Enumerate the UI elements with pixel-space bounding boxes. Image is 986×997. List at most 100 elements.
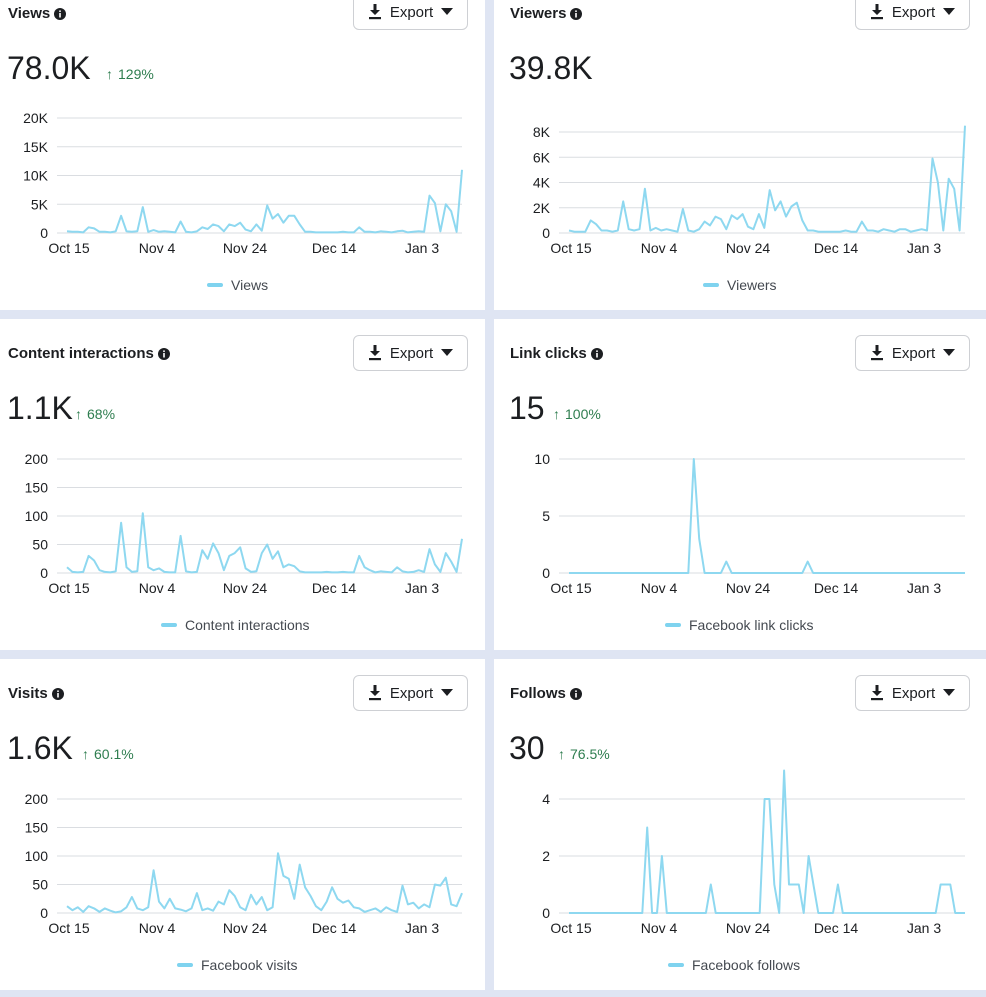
x-tick-label: Dec 14 [312,920,357,936]
y-tick-label: 5 [542,508,550,524]
chart-legend: Content interactions [161,617,310,633]
export-button[interactable]: Export [855,675,970,711]
y-tick-label: 100 [25,848,49,864]
chart-legend: Views [207,277,268,293]
x-tick-label: Nov 4 [641,240,678,256]
info-icon[interactable] [51,687,64,700]
y-tick-label: 0 [542,905,550,921]
metric-delta: ↑ 100% [553,406,601,422]
y-tick-label: 5K [31,196,49,212]
export-button[interactable]: Export [855,0,970,30]
x-tick-label: Jan 3 [907,580,941,596]
y-tick-label: 150 [25,480,49,496]
download-icon [870,685,883,701]
x-tick-label: Nov 4 [139,240,176,256]
metric-delta: ↑ 60.1% [82,746,134,762]
legend-swatch [665,623,681,627]
export-button[interactable]: Export [353,675,468,711]
x-tick-label: Nov 4 [139,580,176,596]
export-button[interactable]: Export [353,0,468,30]
card-title: Viewers [510,5,583,22]
export-button[interactable]: Export [353,335,468,371]
arrow-up-icon: ↑ [106,66,113,82]
x-tick-label: Nov 24 [726,920,771,936]
y-tick-label: 15K [23,139,49,155]
caret-down-icon [441,8,454,15]
info-icon[interactable] [590,347,603,360]
y-tick-label: 50 [32,537,48,553]
x-tick-label: Dec 14 [312,580,357,596]
legend-swatch [207,283,223,287]
download-icon [870,345,883,361]
x-tick-label: Oct 15 [550,580,591,596]
views-card: Views Export 78.0K ↑ 129% 0 5K 10K 15K 20K Oct… [0,0,485,310]
visits-card: Visits Export 1.6K ↑ 60.1% 0 50 100 150 200 Oc… [0,659,485,990]
metric-value: 39.8K [509,50,593,86]
chart-legend: Viewers [703,277,777,293]
x-tick-label: Nov 24 [223,580,268,596]
content-interactions-card: Content interactions Export 1.1K ↑ 68% 0 5… [0,319,485,650]
card-title: Follows [510,685,582,702]
arrow-up-icon: ↑ [75,406,82,422]
y-tick-label: 0 [40,905,48,921]
x-tick-label: Oct 15 [48,920,89,936]
metric-delta: ↑ 68% [75,406,116,422]
chart: 0 5K 10K 15K 20K Oct 15 Nov 4 Nov 24 Dec 14 Jan 3 [23,110,463,256]
y-tick-label: 6K [533,149,551,165]
x-tick-label: Oct 15 [550,240,591,256]
download-icon [368,345,381,361]
y-tick-label: 200 [25,451,49,467]
metric-value: 15 [509,390,545,426]
x-tick-label: Jan 3 [405,580,439,596]
chart-legend: Facebook link clicks [665,617,814,633]
card-title: Views [8,5,67,22]
viewers-card: Viewers Export 39.8K 0 2K 4K 6K 8K Oct 15 Nov … [494,0,986,310]
y-tick-label: 10 [534,451,550,467]
x-tick-label: Jan 3 [907,240,941,256]
card-title: Link clicks [510,345,603,362]
caret-down-icon [441,689,454,696]
arrow-up-icon: ↑ [82,746,89,762]
y-tick-label: 8K [533,124,551,140]
y-tick-label: 0 [40,225,48,241]
x-tick-label: Jan 3 [405,240,439,256]
info-icon[interactable] [157,347,170,360]
download-icon [368,4,381,20]
y-tick-label: 50 [32,877,48,893]
download-icon [368,685,381,701]
x-tick-label: Dec 14 [814,240,859,256]
series-line [569,769,965,914]
metric-value: 30 [509,730,545,766]
chart: 0 5 10 Oct 15 Nov 4 Nov 24 Dec 14 Jan 3 [534,451,965,596]
caret-down-icon [943,349,956,356]
info-icon[interactable] [570,7,583,20]
series-line [569,458,965,574]
chart: 0 2K 4K 6K 8K Oct 15 Nov 4 Nov 24 Dec 14 Jan 3 [533,124,966,256]
x-tick-label: Nov 24 [223,920,268,936]
y-tick-label: 0 [40,565,48,581]
caret-down-icon [943,689,956,696]
x-tick-label: Jan 3 [907,920,941,936]
y-tick-label: 0 [542,225,550,241]
x-tick-label: Nov 4 [139,920,176,936]
link-clicks-card: Link clicks Export 15 ↑ 100% 0 5 10 Oct 15 No… [494,319,986,650]
info-icon[interactable] [569,687,582,700]
export-button[interactable]: Export [855,335,970,371]
metric-value: 1.6K [7,730,73,766]
x-tick-label: Nov 4 [641,580,678,596]
caret-down-icon [943,8,956,15]
info-icon[interactable] [54,7,67,20]
x-tick-label: Dec 14 [814,920,859,936]
metric-value: 78.0K [7,50,91,86]
legend-swatch [177,963,193,967]
download-icon [870,4,883,20]
chart: 0 2 4 Oct 15 Nov 4 Nov 24 Dec 14 Jan 3 [542,769,965,936]
x-tick-label: Oct 15 [48,240,89,256]
x-tick-label: Oct 15 [550,920,591,936]
y-tick-label: 200 [25,791,49,807]
series-line [66,852,463,914]
y-tick-label: 2 [542,848,550,864]
chart-legend: Facebook visits [177,957,297,973]
x-tick-label: Nov 24 [726,580,771,596]
follows-card: Follows Export 30 ↑ 76.5% 0 2 4 Oct 15 Nov 4 N… [494,659,986,990]
